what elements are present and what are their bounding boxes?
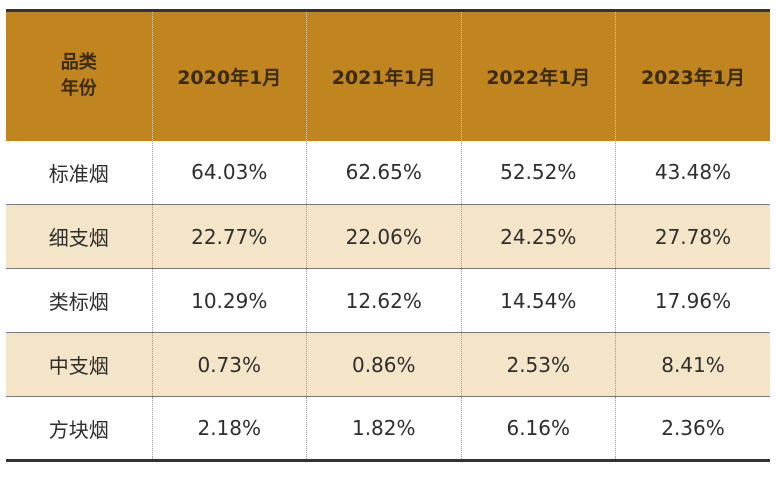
row-category: 方块烟: [48, 417, 109, 442]
column-header: 2020年1月: [151, 10, 307, 141]
header-row: 品类 年份 2020年1月 2021年1月 2022年1月 2023年1月: [6, 10, 770, 141]
data-cell: 2.53%: [460, 332, 616, 397]
corner-label-category: 品类: [60, 52, 97, 74]
data-cell: 6.16%: [460, 396, 616, 461]
column-header: 2023年1月: [615, 10, 770, 141]
data-cell: 52.52%: [460, 140, 616, 205]
data-cell: 24.25%: [460, 204, 616, 269]
data-cell: 8.41%: [615, 332, 770, 397]
row-category: 细支烟: [48, 226, 109, 250]
table-row: 标准烟 64.03% 62.65% 52.52% 43.48%: [6, 140, 770, 205]
share-table: 品类 年份 2020年1月 2021年1月 2022年1月 2023年1月 标准…: [6, 9, 770, 462]
data-cell: 0.73%: [151, 332, 307, 397]
data-cell: 27.78%: [615, 204, 770, 269]
data-cell: 12.62%: [306, 268, 461, 333]
data-cell: 43.48%: [615, 140, 770, 205]
corner-label-year: 年份: [60, 78, 97, 100]
data-cell: 22.77%: [151, 204, 307, 269]
data-cell: 17.96%: [615, 268, 770, 333]
table-row: 方块烟 2.18% 1.82% 6.16% 2.36%: [6, 396, 770, 461]
row-category: 标准烟: [48, 161, 109, 186]
corner-header: 品类 年份: [6, 11, 152, 141]
data-cell: 1.82%: [306, 396, 461, 461]
table-row: 中支烟 0.73% 0.86% 2.53% 8.41%: [6, 332, 770, 397]
data-cell: 64.03%: [151, 140, 307, 205]
share-table-container: 品类 年份 2020年1月 2021年1月 2022年1月 2023年1月 标准…: [6, 9, 770, 462]
data-cell: 0.86%: [306, 332, 461, 397]
data-cell: 62.65%: [306, 140, 461, 205]
data-cell: 2.36%: [615, 396, 770, 461]
data-cell: 2.18%: [151, 396, 307, 461]
data-cell: 22.06%: [306, 204, 461, 269]
data-cell: 10.29%: [151, 268, 307, 333]
table-row: 细支烟 22.77% 22.06% 24.25% 27.78%: [6, 204, 770, 269]
column-header: 2021年1月: [306, 10, 461, 141]
row-category: 类标烟: [48, 290, 109, 314]
data-cell: 14.54%: [460, 268, 616, 333]
column-header: 2022年1月: [460, 10, 616, 141]
row-category: 中支烟: [48, 354, 109, 378]
table-row: 类标烟 10.29% 12.62% 14.54% 17.96%: [6, 268, 770, 333]
